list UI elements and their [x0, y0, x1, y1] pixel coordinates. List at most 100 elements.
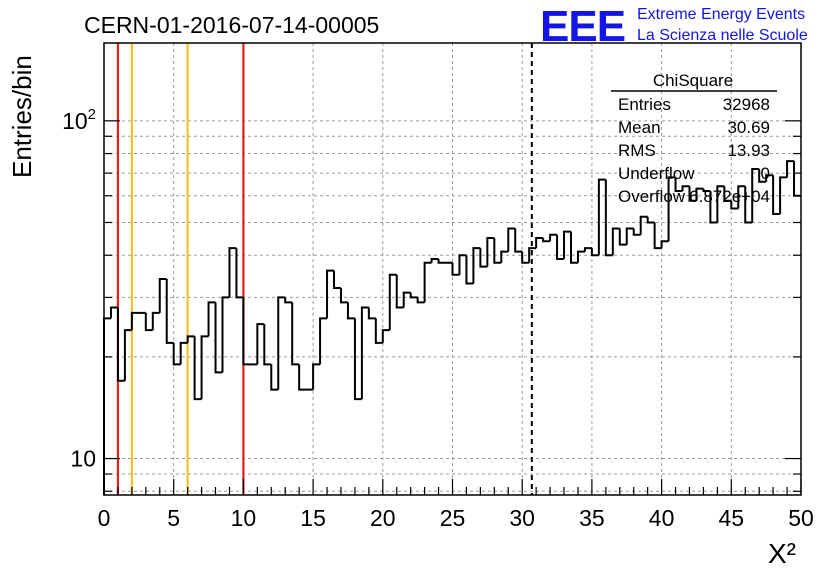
- histogram-bin: [500, 250, 509, 263]
- histogram-bin: [751, 168, 760, 223]
- histogram-bin: [730, 200, 739, 210]
- histogram-bin: [242, 297, 251, 366]
- x-tick-label: 30: [509, 505, 535, 531]
- histogram-bin: [772, 175, 781, 215]
- histogram-bin: [395, 274, 404, 309]
- histogram-bin: [493, 237, 502, 264]
- stats-value-underflow: 0: [761, 164, 770, 183]
- stats-value-overflow: 6.872e+04: [689, 187, 770, 206]
- histogram-bin: [346, 302, 355, 320]
- histogram-bin: [312, 363, 321, 390]
- histogram-bin: [409, 292, 418, 299]
- histogram-bin: [165, 279, 174, 344]
- histogram-bin: [479, 248, 488, 268]
- histogram-bin: [256, 323, 265, 365]
- histogram-bin: [786, 160, 795, 178]
- x-tick-label: 45: [719, 505, 745, 531]
- x-tick-label: 50: [788, 505, 814, 531]
- y-tick-labels: 10 102: [62, 106, 96, 472]
- histogram-bin: [646, 216, 655, 224]
- histogram-bin: [611, 227, 620, 256]
- histogram-bin: [214, 302, 223, 374]
- stats-value-rms: 13.93: [727, 141, 770, 160]
- histogram-bin: [549, 233, 558, 242]
- histogram-bin: [535, 236, 544, 249]
- histogram-bin: [277, 296, 286, 390]
- histogram-bin: [221, 296, 230, 373]
- histogram-bin: [284, 297, 293, 304]
- histogram-bin: [116, 307, 125, 382]
- histogram-bin: [263, 324, 272, 366]
- histogram-bin: [723, 186, 732, 202]
- histogram-bin: [737, 185, 746, 209]
- histogram-bin: [709, 190, 718, 224]
- histogram-bin: [228, 247, 237, 298]
- x-tick-label: 35: [579, 505, 605, 531]
- histogram-bin: [486, 236, 495, 267]
- histogram-bin: [667, 176, 676, 242]
- histogram-bin: [590, 248, 599, 257]
- histogram-bin: [716, 185, 725, 223]
- logo-line2: La Scienza nelle Scuole: [637, 27, 808, 44]
- histogram-bin: [514, 228, 523, 253]
- histogram-bin: [472, 247, 481, 284]
- histogram-bin: [158, 278, 167, 313]
- x-tick-label: 40: [649, 505, 675, 531]
- histogram-bin: [200, 335, 209, 400]
- histogram-bin: [695, 187, 704, 201]
- histogram-bin: [423, 261, 432, 303]
- histogram-bin: [172, 342, 181, 366]
- histogram-bin: [416, 297, 425, 304]
- stats-label-underflow: Underflow: [618, 164, 695, 183]
- histogram-bin: [576, 250, 585, 263]
- histogram-bin: [319, 317, 328, 365]
- histogram-bin: [367, 307, 376, 320]
- histogram-bin: [270, 364, 279, 391]
- histogram-bin: [333, 270, 341, 289]
- histogram-bin: [765, 174, 774, 182]
- histogram-bin: [430, 257, 439, 263]
- histogram-bin: [151, 311, 160, 331]
- x-tick-label: 0: [98, 505, 111, 531]
- histogram-bin: [402, 291, 411, 308]
- y-tick-label: 102: [62, 106, 96, 134]
- histogram-bin: [521, 251, 530, 264]
- histogram-bin: [744, 186, 753, 224]
- histogram-bin: [681, 185, 690, 191]
- eee-logo: EEE Extreme Energy Events La Scienza nel…: [540, 2, 808, 51]
- histogram-bin: [291, 302, 300, 366]
- histogram-bin: [758, 169, 767, 183]
- y-axis-label: Entries/bin: [7, 55, 37, 178]
- stats-label-entries: Entries: [618, 95, 671, 114]
- histogram-bin: [179, 341, 188, 365]
- histogram-bin: [688, 186, 697, 202]
- histogram-bin: [653, 222, 662, 250]
- x-tick-label: 5: [167, 505, 180, 531]
- histogram-bin: [388, 273, 397, 331]
- x-tick-label: 25: [440, 505, 466, 531]
- stats-title: ChiSquare: [653, 71, 733, 90]
- histogram-bin: [374, 318, 383, 344]
- histogram-bin: [625, 227, 634, 245]
- histogram-bin: [528, 247, 537, 263]
- histogram-bin: [326, 269, 335, 319]
- histogram-bin: [451, 262, 460, 276]
- histogram-bin: [639, 215, 648, 235]
- x-tick-label: 20: [370, 505, 396, 531]
- histogram-bin: [360, 306, 369, 400]
- stats-value-mean: 30.69: [727, 118, 770, 137]
- histogram-bin: [556, 234, 565, 260]
- histogram-bin: [235, 248, 244, 299]
- histogram-bin: [130, 311, 139, 331]
- y-tick-label: 10: [70, 446, 96, 472]
- histogram-bin: [597, 178, 606, 256]
- histogram-bin: [207, 301, 216, 337]
- histogram-bin: [563, 230, 571, 259]
- histogram-bin: [458, 254, 467, 275]
- stats-label-rms: RMS: [618, 141, 656, 160]
- histogram-bin: [123, 329, 132, 381]
- histogram-bin: [618, 228, 627, 246]
- histogram-bin: [604, 179, 613, 257]
- x-tick-label: 15: [300, 505, 326, 531]
